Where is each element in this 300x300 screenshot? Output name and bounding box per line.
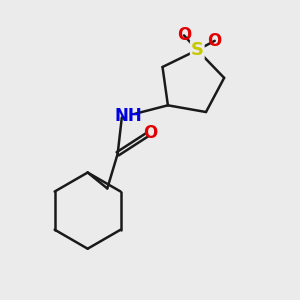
- Text: NH: NH: [114, 107, 142, 125]
- Text: O: O: [143, 124, 158, 142]
- Text: O: O: [177, 26, 191, 44]
- Text: S: S: [191, 41, 204, 59]
- Text: O: O: [208, 32, 222, 50]
